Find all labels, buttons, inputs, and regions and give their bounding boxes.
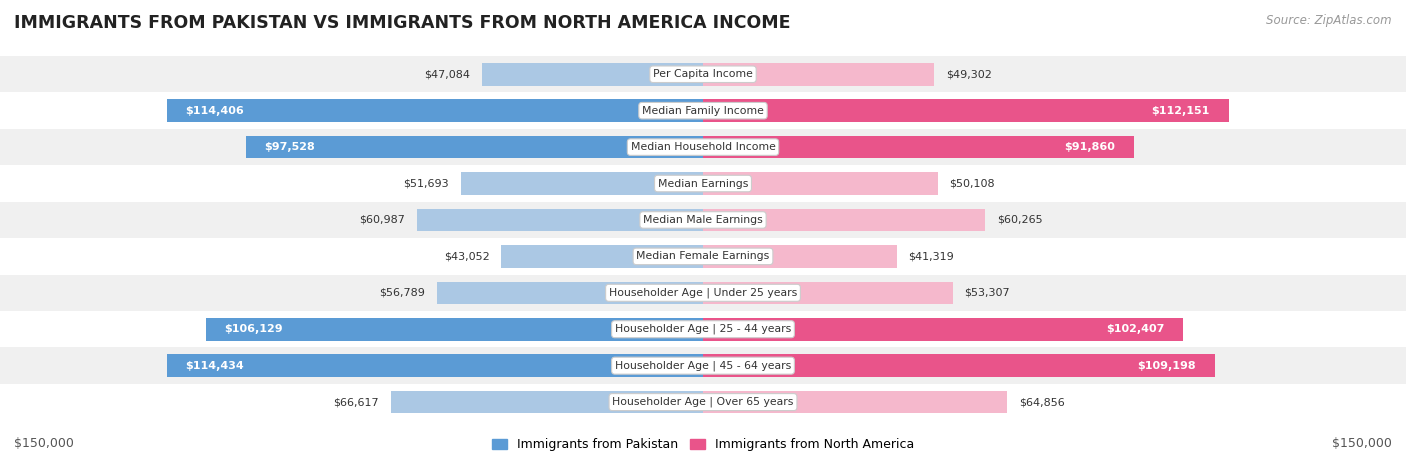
Text: $60,987: $60,987 xyxy=(360,215,405,225)
Bar xyxy=(0,202,1406,238)
Text: Median Female Earnings: Median Female Earnings xyxy=(637,251,769,262)
Bar xyxy=(461,172,703,195)
Bar xyxy=(482,63,703,85)
Bar xyxy=(0,129,1406,165)
Text: IMMIGRANTS FROM PAKISTAN VS IMMIGRANTS FROM NORTH AMERICA INCOME: IMMIGRANTS FROM PAKISTAN VS IMMIGRANTS F… xyxy=(14,14,790,32)
Text: $53,307: $53,307 xyxy=(965,288,1010,298)
Text: Householder Age | Under 25 years: Householder Age | Under 25 years xyxy=(609,288,797,298)
Bar xyxy=(0,384,1406,420)
Bar xyxy=(703,354,1215,377)
Text: $51,693: $51,693 xyxy=(404,178,449,189)
Bar xyxy=(703,99,1229,122)
Bar xyxy=(703,245,897,268)
Bar xyxy=(246,136,703,158)
Text: Householder Age | 25 - 44 years: Householder Age | 25 - 44 years xyxy=(614,324,792,334)
Bar xyxy=(437,282,703,304)
Bar xyxy=(0,165,1406,202)
Text: Median Male Earnings: Median Male Earnings xyxy=(643,215,763,225)
Bar xyxy=(0,311,1406,347)
Text: $49,302: $49,302 xyxy=(946,69,991,79)
Bar xyxy=(703,282,953,304)
Legend: Immigrants from Pakistan, Immigrants from North America: Immigrants from Pakistan, Immigrants fro… xyxy=(486,433,920,456)
Text: $114,406: $114,406 xyxy=(186,106,245,116)
Text: $114,434: $114,434 xyxy=(186,361,245,371)
Text: Householder Age | 45 - 64 years: Householder Age | 45 - 64 years xyxy=(614,361,792,371)
Bar xyxy=(703,172,938,195)
Text: $150,000: $150,000 xyxy=(14,437,75,450)
Bar xyxy=(0,238,1406,275)
Text: $102,407: $102,407 xyxy=(1107,324,1164,334)
Text: $56,789: $56,789 xyxy=(380,288,425,298)
Bar xyxy=(167,354,703,377)
Text: Median Household Income: Median Household Income xyxy=(630,142,776,152)
Text: $66,617: $66,617 xyxy=(333,397,380,407)
Bar xyxy=(167,99,703,122)
Bar xyxy=(0,347,1406,384)
Text: $64,856: $64,856 xyxy=(1019,397,1064,407)
Bar xyxy=(501,245,703,268)
Bar xyxy=(0,56,1406,92)
Text: $106,129: $106,129 xyxy=(225,324,283,334)
Text: $150,000: $150,000 xyxy=(1331,437,1392,450)
Bar xyxy=(703,391,1007,413)
Bar xyxy=(418,209,703,231)
Text: $47,084: $47,084 xyxy=(425,69,471,79)
Text: Median Family Income: Median Family Income xyxy=(643,106,763,116)
Text: Source: ZipAtlas.com: Source: ZipAtlas.com xyxy=(1267,14,1392,27)
Text: $91,860: $91,860 xyxy=(1064,142,1115,152)
Text: $112,151: $112,151 xyxy=(1152,106,1211,116)
Bar xyxy=(703,209,986,231)
Bar xyxy=(703,136,1133,158)
Text: $109,198: $109,198 xyxy=(1137,361,1197,371)
Text: $41,319: $41,319 xyxy=(908,251,955,262)
Text: $43,052: $43,052 xyxy=(444,251,489,262)
Bar xyxy=(0,275,1406,311)
Text: Householder Age | Over 65 years: Householder Age | Over 65 years xyxy=(612,397,794,407)
Bar xyxy=(391,391,703,413)
Text: Median Earnings: Median Earnings xyxy=(658,178,748,189)
Bar xyxy=(703,318,1182,340)
Text: $60,265: $60,265 xyxy=(997,215,1043,225)
Text: $50,108: $50,108 xyxy=(949,178,995,189)
Bar xyxy=(703,63,934,85)
Bar xyxy=(205,318,703,340)
Text: Per Capita Income: Per Capita Income xyxy=(652,69,754,79)
Text: $97,528: $97,528 xyxy=(264,142,315,152)
Bar xyxy=(0,92,1406,129)
